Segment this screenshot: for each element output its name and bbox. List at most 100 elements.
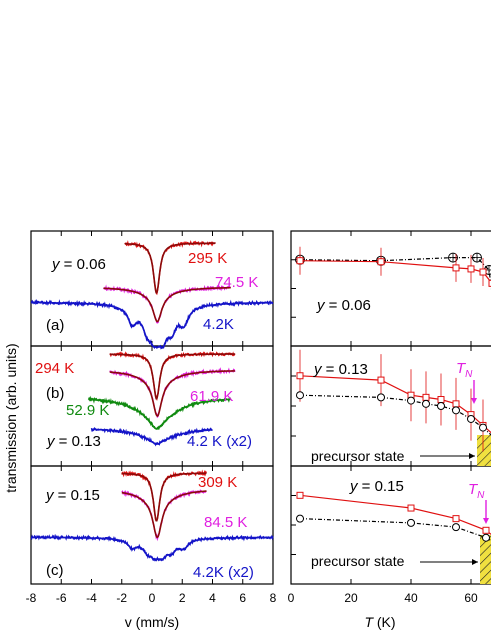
data-point-square — [479, 268, 487, 276]
spectrum-label-a-295: 295 K — [188, 250, 227, 267]
temperature-series — [295, 246, 491, 542]
panel-r1-frame — [290, 230, 491, 347]
data-point-circle — [479, 423, 487, 432]
tn-label-r2: TN — [456, 360, 473, 380]
spectrum-label-c-4: 4.2K (x2) — [193, 564, 254, 581]
data-point-square — [452, 400, 460, 408]
composition-var-c: y — [45, 487, 55, 504]
spectra-curves — [30, 240, 274, 562]
v-tick-label: -6 — [56, 591, 67, 605]
v-tick-label: -2 — [116, 591, 127, 605]
data-point-circle — [296, 514, 304, 523]
data-point-circle — [296, 391, 304, 400]
composition-label-r1: y = 0.06 — [316, 297, 371, 314]
tn-arrowhead — [483, 518, 489, 524]
data-point-square — [452, 264, 460, 272]
composition-label-b: y = 0.13 — [46, 433, 101, 450]
data-point-square — [452, 515, 460, 523]
data-point-circle — [482, 533, 490, 542]
data-point-circle — [377, 393, 385, 402]
spectrum-label-a-4: 4.2K — [203, 316, 234, 333]
data-point-circle — [407, 518, 415, 527]
spectrum-fit-1-0 — [109, 353, 235, 400]
temperature-axis-ticks: 0 20 40 60 — [288, 231, 478, 605]
series-line-1-0 — [299, 375, 491, 434]
spectrum-label-b-61: 61.9 K — [190, 388, 233, 405]
precursor-hatch — [480, 535, 491, 584]
panel-letter-a: (a) — [46, 317, 64, 334]
v-tick-label: 2 — [179, 591, 186, 605]
data-point-circle — [452, 406, 460, 415]
series-line-2-0 — [299, 494, 491, 535]
spectrum-fit-0-1 — [103, 286, 231, 323]
spectrum-label-b-52: 52.9 K — [66, 402, 109, 419]
y-axis-label: transmission (arb. units) — [3, 343, 19, 492]
x-axis-label-right: T (K) — [364, 614, 395, 630]
data-point-square — [488, 279, 491, 287]
velocity-axis-ticks: -8 -6 -4 -2 0 2 4 6 8 — [26, 231, 277, 605]
x-axis-label-left: v (mm/s) — [125, 614, 179, 630]
composition-var-r3: y — [349, 478, 359, 495]
tn-arrowhead — [471, 398, 477, 404]
tn-sub-r2: N — [465, 369, 473, 380]
precursor-arrowhead — [469, 453, 475, 459]
data-point-square — [437, 396, 445, 404]
data-point-square — [377, 376, 385, 384]
spectrum-label-c-309: 309 K — [198, 474, 237, 491]
t-tick-label: 20 — [344, 591, 358, 605]
t-tick-label: 60 — [464, 591, 478, 605]
composition-value-r2: = 0.13 — [322, 361, 368, 378]
spectrum-fit-1-1 — [109, 370, 235, 417]
v-tick-label: 8 — [270, 591, 277, 605]
series-line-2-1 — [299, 518, 491, 542]
data-point-circle — [437, 402, 445, 410]
t-tick-label: 0 — [288, 591, 295, 605]
data-point-square — [377, 258, 385, 266]
composition-value-r1: = 0.06 — [325, 297, 371, 314]
data-point-square — [407, 504, 415, 512]
composition-label-r3: y = 0.15 — [349, 478, 404, 495]
tn-var-r2: T — [456, 360, 467, 377]
composition-value-b: = 0.13 — [55, 433, 101, 450]
spectrum-fit-0-2 — [31, 301, 273, 348]
v-tick-label: 6 — [239, 591, 246, 605]
series-line-1-1 — [299, 394, 491, 436]
data-point-square — [467, 265, 475, 273]
data-point-circle — [422, 399, 430, 408]
spectrum-fit-1-2 — [88, 398, 231, 430]
temperature-column: 0 20 40 60 y = 0.06 y = 0.13 TN precursor s… — [288, 230, 491, 630]
precursor-hatch-regions — [420, 380, 491, 584]
composition-var-a: y — [51, 256, 61, 273]
spectrum-label-c-84: 84.5 K — [204, 514, 247, 531]
composition-label-c: y = 0.15 — [45, 487, 100, 504]
data-point-square — [422, 393, 430, 401]
spectrum-fit-2-2 — [31, 536, 273, 560]
data-point-square — [482, 526, 490, 534]
data-point-circle — [452, 523, 460, 532]
precursor-arrowhead — [472, 559, 478, 565]
panel-letter-c: (c) — [46, 562, 64, 579]
v-tick-label: 0 — [149, 591, 156, 605]
v-tick-label: -4 — [86, 591, 97, 605]
composition-label-r2: y = 0.13 — [313, 361, 368, 378]
composition-label-a: y = 0.06 — [51, 256, 106, 273]
t-tick-label: 40 — [404, 591, 418, 605]
v-tick-label: 4 — [209, 591, 216, 605]
data-point-square — [296, 257, 304, 265]
tn-label-r3: TN — [468, 481, 485, 501]
spectrum-fit-0-0 — [124, 242, 216, 294]
spectra-column: -8 -6 -4 -2 0 2 4 6 8 y = 0.06 295 K 74.5 K 4.2K… — [26, 230, 277, 630]
precursor-hatch — [477, 435, 491, 466]
data-point-circle — [467, 414, 475, 423]
composition-value-c: = 0.15 — [54, 487, 100, 504]
composition-var-r1: y — [316, 297, 326, 314]
spectrum-fit-2-0 — [121, 472, 207, 522]
data-point-circle — [407, 396, 415, 405]
spectrum-fit-1-3 — [91, 428, 213, 445]
annotation-r2: precursor state — [311, 448, 405, 464]
composition-var-b: y — [46, 433, 56, 450]
x-axis-var-right: T — [364, 614, 374, 630]
tn-sub-r3: N — [477, 490, 485, 501]
panel-letter-b: (b) — [46, 385, 64, 402]
